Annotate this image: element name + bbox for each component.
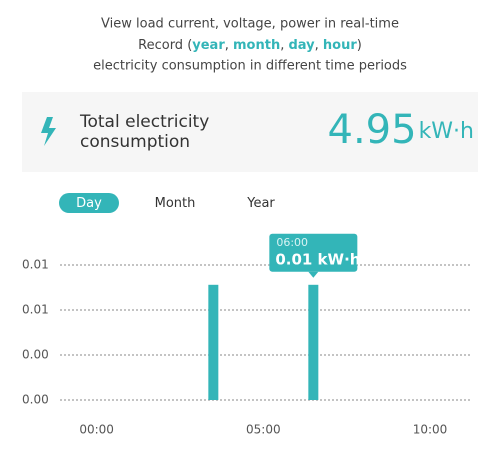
summary-value: 4.95kW·h (328, 107, 475, 153)
header-line: Record (year, month, day, hour) (138, 38, 362, 53)
summary-label: Total electricity (79, 112, 209, 132)
tooltip-pointer (308, 271, 319, 278)
summary-card (22, 92, 478, 172)
tooltip-time: 06:00 (276, 236, 308, 249)
header-segment: , (280, 38, 288, 53)
bar (208, 284, 219, 400)
tab[interactable]: Month (155, 196, 196, 211)
header-line: electricity consumption in different tim… (93, 59, 407, 74)
header-segment: ) (357, 38, 362, 53)
y-tick-label: 0.01 (22, 258, 49, 272)
value: 4.95 (328, 107, 417, 153)
tabs: Day Month Year (59, 193, 275, 213)
y-tick-label: 0.01 (22, 303, 49, 317)
y-tick-label: 0.00 (22, 348, 49, 362)
header-segment: year (192, 38, 225, 53)
x-tick-label: 05:00 (246, 423, 281, 437)
tab-active-bg[interactable] (59, 193, 119, 213)
header-segment: day (288, 38, 315, 53)
tab[interactable]: Year (246, 196, 275, 211)
bar (308, 284, 319, 400)
header-line: View load current, voltage, power in rea… (101, 17, 399, 32)
y-tick-label: 0.00 (22, 393, 49, 407)
summary-label: consumption (80, 132, 190, 152)
tooltip (269, 233, 358, 272)
header-segment: hour (323, 38, 357, 53)
chart: 0.00 0.00 0.01 0.01 00:00 05:00 10:00 06:000.01… (22, 233, 470, 437)
unit: kW·h (419, 119, 474, 144)
header-segment: , (225, 38, 233, 53)
tooltip-value: 0.01 kW·h (275, 250, 360, 268)
header-segment: month (233, 38, 280, 53)
bolt-icon (41, 117, 56, 146)
header-segment: , (315, 38, 323, 53)
tab[interactable]: Day (76, 196, 102, 211)
header-segment: Record ( (138, 38, 192, 53)
x-tick-label: 00:00 (79, 423, 114, 437)
x-tick-label: 10:00 (413, 423, 448, 437)
